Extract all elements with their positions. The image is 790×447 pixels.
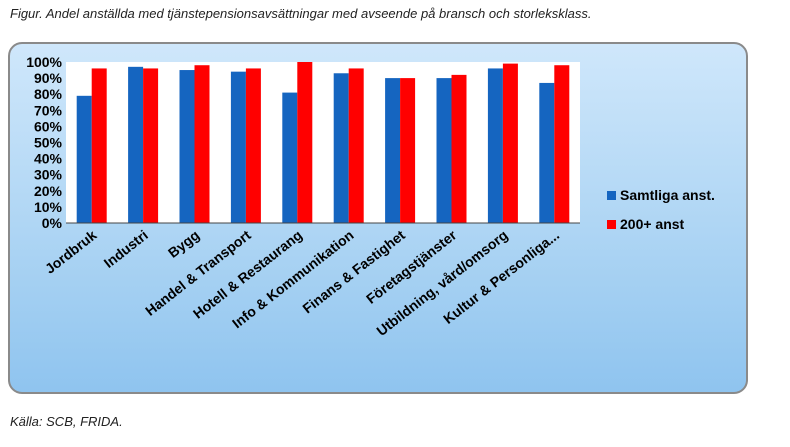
bar-samtliga (539, 82, 555, 224)
bar-samtliga (487, 68, 503, 223)
bar-200plus (554, 65, 570, 223)
bar-samtliga (230, 71, 246, 223)
y-tick-label: 80% (34, 86, 63, 102)
y-tick-label: 20% (34, 183, 63, 199)
y-tick-label: 30% (34, 167, 63, 183)
legend-label: 200+ anst (620, 216, 685, 232)
y-tick-label: 0% (42, 215, 63, 231)
figure-caption: Figur. Andel anställda med tjänstepensio… (10, 6, 592, 21)
x-tick-label: Bygg (165, 227, 202, 261)
bar-samtliga (333, 73, 349, 224)
y-axis: 0%10%20%30%40%50%60%70%80%90%100% (26, 54, 62, 231)
y-tick-label: 40% (34, 151, 63, 167)
bar-200plus (348, 68, 364, 223)
y-tick-label: 60% (34, 118, 63, 134)
y-tick-label: 100% (26, 54, 62, 70)
bars (76, 62, 570, 224)
bar-samtliga (179, 70, 195, 223)
bar-samtliga (128, 66, 144, 223)
bar-200plus (400, 78, 416, 223)
bar-200plus (297, 62, 313, 223)
legend: Samtliga anst. 200+ anst (607, 187, 715, 232)
bar-200plus (502, 63, 518, 223)
bar-200plus (143, 68, 159, 223)
legend-label: Samtliga anst. (620, 187, 715, 203)
bar-200plus (194, 65, 210, 223)
source-note: Källa: SCB, FRIDA. (10, 414, 123, 429)
bar-samtliga (76, 95, 92, 223)
x-tick-label: Företagstjänster (363, 226, 460, 306)
bar-samtliga (385, 78, 401, 223)
y-tick-label: 90% (34, 70, 63, 86)
y-tick-label: 10% (34, 199, 63, 215)
bar-samtliga (282, 92, 298, 223)
bar-samtliga (436, 78, 452, 223)
x-tick-label: Industri (101, 227, 151, 271)
bar-200plus (451, 74, 467, 223)
x-tick-label: Jordbruk (42, 227, 100, 277)
bar-200plus (245, 68, 261, 223)
bar-200plus (91, 68, 107, 223)
y-tick-label: 50% (34, 135, 63, 151)
legend-swatch (607, 220, 616, 229)
y-tick-label: 70% (34, 102, 63, 118)
legend-swatch (607, 191, 616, 200)
